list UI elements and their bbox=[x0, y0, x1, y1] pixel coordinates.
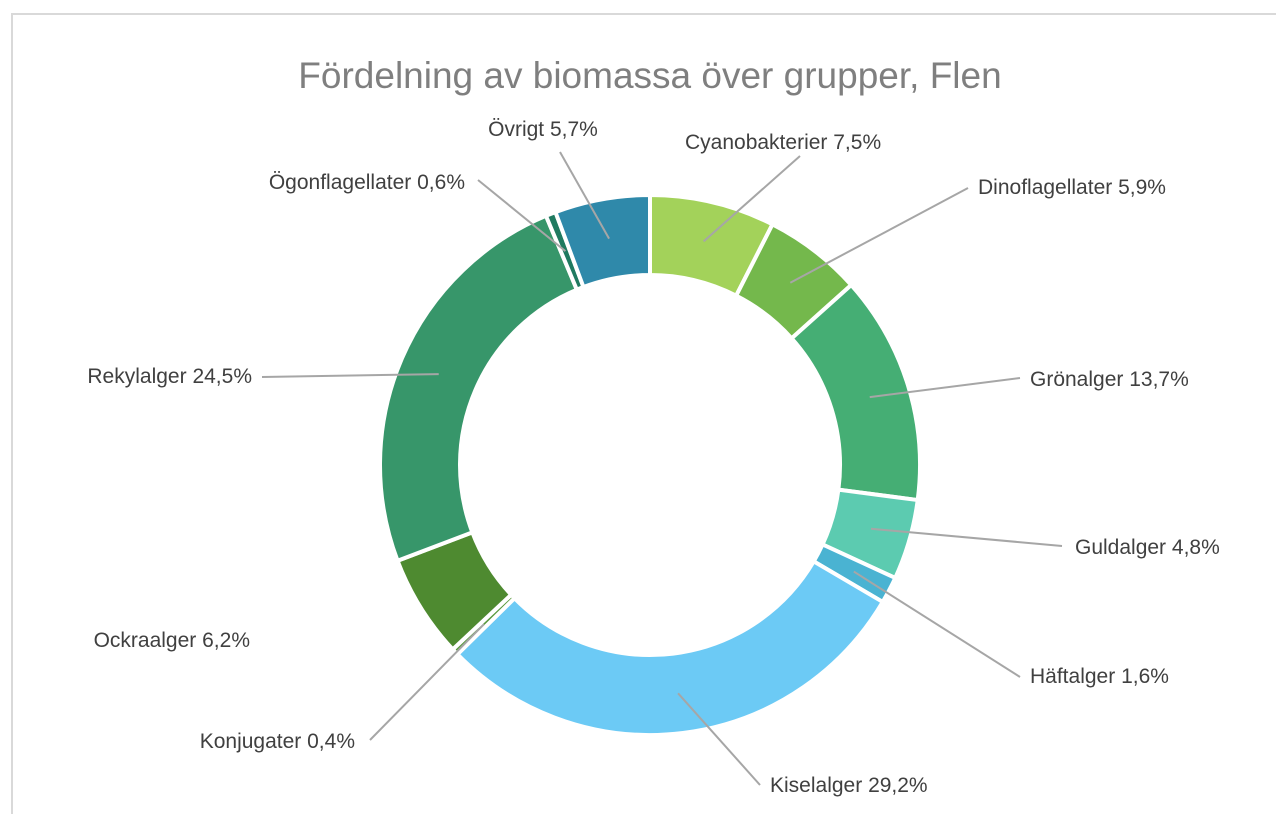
leader-line bbox=[789, 187, 969, 284]
category-name: Övrigt bbox=[488, 118, 544, 141]
category-name: Kiselalger bbox=[770, 774, 862, 797]
data-label: Ögonflagellater 0,6% bbox=[269, 171, 465, 194]
leader-line bbox=[853, 570, 1021, 678]
data-label: Cyanobakterier 7,5% bbox=[685, 131, 881, 154]
doughnut-segment bbox=[552, 192, 652, 290]
leader-line bbox=[477, 179, 567, 252]
value-label: 7,5% bbox=[833, 131, 881, 154]
value-label: 13,7% bbox=[1129, 368, 1189, 391]
data-label: Kiselalger 29,2% bbox=[770, 774, 928, 797]
leader-line bbox=[702, 155, 801, 243]
data-label: Häftalger 1,6% bbox=[1030, 665, 1169, 688]
leader-line bbox=[870, 527, 1063, 547]
category-name: Rekylalger bbox=[87, 365, 186, 388]
value-label: 0,4% bbox=[307, 730, 355, 753]
value-label: 24,5% bbox=[192, 365, 252, 388]
value-label: 0,6% bbox=[417, 171, 465, 194]
leader-line bbox=[677, 692, 761, 786]
value-label: 5,9% bbox=[1118, 176, 1166, 199]
category-name: Dinoflagellater bbox=[978, 176, 1112, 199]
data-label: Konjugater 0,4% bbox=[200, 730, 355, 753]
chart-title: Fördelning av biomassa över grupper, Fle… bbox=[298, 55, 1001, 96]
value-label: 29,2% bbox=[868, 774, 928, 797]
data-label: Övrigt 5,7% bbox=[488, 118, 598, 141]
data-label: Ockraalger 6,2% bbox=[94, 629, 250, 652]
leader-line bbox=[559, 151, 610, 240]
data-label: Guldalger 4,8% bbox=[1075, 536, 1220, 559]
category-name: Konjugater bbox=[200, 730, 302, 753]
category-name: Grönalger bbox=[1030, 368, 1123, 391]
data-label: Dinoflagellater 5,9% bbox=[978, 176, 1166, 199]
category-name: Cyanobakterier bbox=[685, 131, 827, 154]
leader-line bbox=[869, 377, 1021, 399]
category-name: Guldalger bbox=[1075, 536, 1166, 559]
category-name: Ockraalger bbox=[94, 629, 197, 652]
leader-line bbox=[261, 373, 439, 378]
value-label: 1,6% bbox=[1121, 665, 1169, 688]
data-label: Rekylalger 24,5% bbox=[87, 365, 252, 388]
doughnut-segment bbox=[378, 213, 580, 564]
category-name: Ögonflagellater bbox=[269, 171, 411, 194]
category-name: Häftalger bbox=[1030, 665, 1115, 688]
doughnut-segment bbox=[454, 558, 886, 737]
value-label: 5,7% bbox=[550, 118, 598, 141]
value-label: 4,8% bbox=[1172, 536, 1220, 559]
data-label: Grönalger 13,7% bbox=[1030, 368, 1189, 391]
value-label: 6,2% bbox=[202, 629, 250, 652]
leader-line bbox=[369, 623, 485, 741]
